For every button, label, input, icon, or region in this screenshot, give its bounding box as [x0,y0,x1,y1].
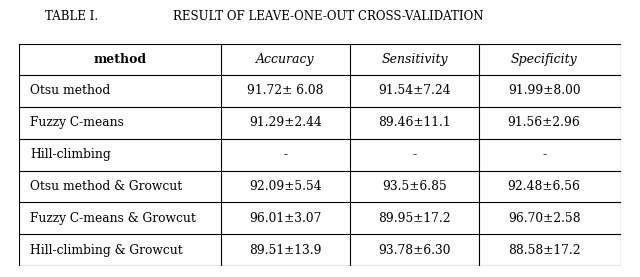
Text: -: - [284,148,287,161]
Text: Specificity: Specificity [511,53,577,66]
Text: Fuzzy C-means: Fuzzy C-means [30,116,124,129]
Text: Hill-climbing & Growcut: Hill-climbing & Growcut [30,243,183,257]
Text: -: - [413,148,417,161]
Text: 91.99±8.00: 91.99±8.00 [508,84,580,98]
Text: 89.51±13.9: 89.51±13.9 [249,243,322,257]
Text: method: method [93,53,147,66]
Text: Otsu method: Otsu method [30,84,110,98]
Text: Accuracy: Accuracy [256,53,315,66]
Text: Otsu method & Growcut: Otsu method & Growcut [30,180,182,193]
Text: 93.78±6.30: 93.78±6.30 [378,243,451,257]
Text: Sensitivity: Sensitivity [381,53,448,66]
Text: 89.95±17.2: 89.95±17.2 [378,212,451,225]
Text: TABLE I.: TABLE I. [45,10,98,23]
Text: 92.09±5.54: 92.09±5.54 [249,180,322,193]
Text: 91.56±2.96: 91.56±2.96 [508,116,580,129]
Text: RESULT OF LEAVE-ONE-OUT CROSS-VALIDATION: RESULT OF LEAVE-ONE-OUT CROSS-VALIDATION [173,10,483,23]
Text: 91.72± 6.08: 91.72± 6.08 [247,84,324,98]
Text: 96.70±2.58: 96.70±2.58 [508,212,580,225]
Text: Fuzzy C-means & Growcut: Fuzzy C-means & Growcut [30,212,196,225]
Text: 88.58±17.2: 88.58±17.2 [508,243,580,257]
Text: 92.48±6.56: 92.48±6.56 [508,180,580,193]
Text: 89.46±11.1: 89.46±11.1 [378,116,451,129]
Text: 93.5±6.85: 93.5±6.85 [382,180,447,193]
Text: -: - [542,148,546,161]
Text: 91.54±7.24: 91.54±7.24 [378,84,451,98]
Text: 91.29±2.44: 91.29±2.44 [249,116,322,129]
Text: Hill-climbing: Hill-climbing [30,148,111,161]
Text: 96.01±3.07: 96.01±3.07 [249,212,321,225]
